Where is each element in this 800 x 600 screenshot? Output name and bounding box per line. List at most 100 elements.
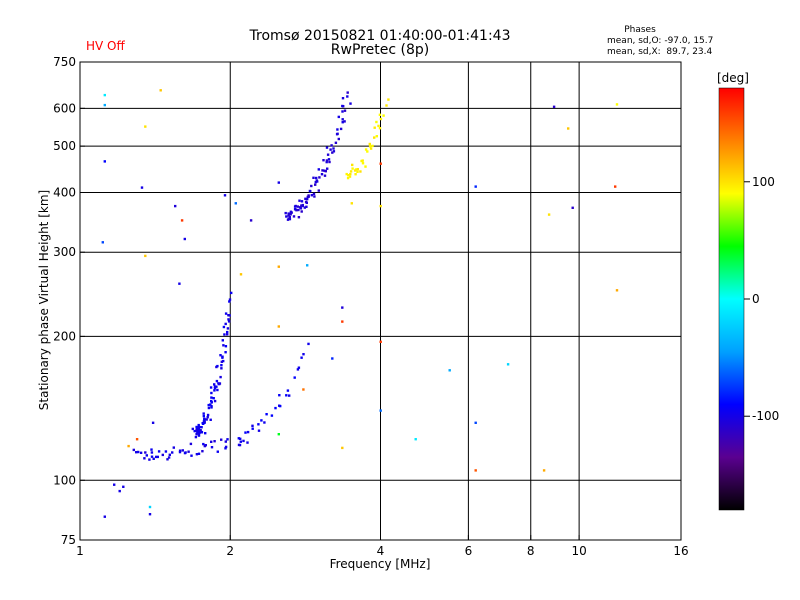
x-tick-label: 16 <box>673 544 688 558</box>
data-point <box>336 132 339 135</box>
x-axis-label: Frequency [MHz] <box>330 557 431 571</box>
x-tick-label: 1 <box>76 544 84 558</box>
data-point <box>155 455 158 459</box>
data-point <box>285 215 288 218</box>
data-point <box>474 185 477 188</box>
data-point <box>148 458 151 461</box>
data-point <box>312 192 316 196</box>
data-point <box>552 105 556 108</box>
data-point <box>337 137 340 141</box>
data-point <box>257 423 260 426</box>
data-point <box>332 150 336 153</box>
data-point <box>239 273 243 276</box>
data-point <box>263 421 266 424</box>
data-point <box>387 98 390 101</box>
data-point <box>346 176 350 180</box>
data-point <box>300 356 303 359</box>
data-point <box>193 429 196 433</box>
data-point <box>364 165 367 168</box>
data-point <box>325 160 328 164</box>
data-point <box>284 211 287 215</box>
data-point <box>542 469 546 472</box>
data-point <box>178 450 182 454</box>
data-point <box>314 180 317 184</box>
data-point <box>318 176 321 179</box>
data-point <box>164 450 168 453</box>
data-point <box>277 325 280 328</box>
data-points <box>101 89 619 518</box>
data-point <box>200 426 203 429</box>
data-point <box>366 150 369 153</box>
data-point <box>151 421 155 424</box>
data-point <box>215 385 218 388</box>
data-point <box>150 448 153 451</box>
data-point <box>375 120 378 124</box>
data-point <box>312 176 315 179</box>
data-point <box>346 95 349 98</box>
data-point <box>305 205 308 208</box>
y-tick-label: 600 <box>53 101 76 115</box>
data-point <box>285 394 288 397</box>
data-point <box>448 369 451 372</box>
data-point <box>206 413 210 417</box>
data-point <box>201 450 204 453</box>
data-point <box>347 174 350 177</box>
data-point <box>345 172 348 176</box>
data-point <box>205 418 208 421</box>
data-point <box>278 394 281 397</box>
data-point <box>224 445 228 449</box>
data-point <box>195 429 198 432</box>
data-point <box>293 205 297 208</box>
data-point <box>277 181 280 184</box>
data-point <box>148 505 152 509</box>
data-point <box>341 104 344 108</box>
data-point <box>289 210 293 213</box>
y-tick-label: 500 <box>53 139 76 153</box>
data-point <box>385 104 388 107</box>
colorbar-tick-label: -100 <box>752 409 779 423</box>
data-point <box>323 174 327 177</box>
data-point <box>378 127 382 130</box>
data-point <box>198 431 201 435</box>
data-point <box>207 403 210 407</box>
data-point <box>371 144 374 148</box>
data-point <box>354 173 357 176</box>
data-point <box>294 208 297 211</box>
data-point <box>144 451 147 454</box>
data-point <box>379 340 382 343</box>
data-point <box>547 213 551 216</box>
data-point <box>244 431 247 434</box>
data-point <box>310 184 313 188</box>
data-point <box>331 357 334 360</box>
data-point <box>145 454 148 457</box>
data-point <box>183 237 186 241</box>
data-point <box>166 458 169 461</box>
data-point <box>172 446 175 449</box>
data-point <box>226 330 229 334</box>
data-point <box>202 414 205 418</box>
data-point <box>171 451 174 454</box>
data-point <box>152 457 155 460</box>
data-point <box>223 333 226 336</box>
x-tick-label: 8 <box>527 544 535 558</box>
data-point <box>321 169 324 172</box>
data-point <box>350 202 353 205</box>
data-point <box>414 438 417 441</box>
data-point <box>313 195 316 198</box>
data-point <box>351 167 354 170</box>
data-point <box>349 170 353 173</box>
data-point <box>178 282 181 285</box>
data-point <box>202 442 205 446</box>
data-point <box>341 118 344 121</box>
data-point <box>288 394 291 397</box>
data-point <box>251 427 254 430</box>
data-point <box>343 120 346 123</box>
data-point <box>341 110 344 113</box>
data-point <box>356 168 359 171</box>
data-point <box>228 298 232 301</box>
data-point <box>339 127 343 131</box>
data-point <box>224 440 227 443</box>
data-point <box>300 210 303 213</box>
data-point <box>226 327 230 330</box>
data-point <box>310 194 313 197</box>
